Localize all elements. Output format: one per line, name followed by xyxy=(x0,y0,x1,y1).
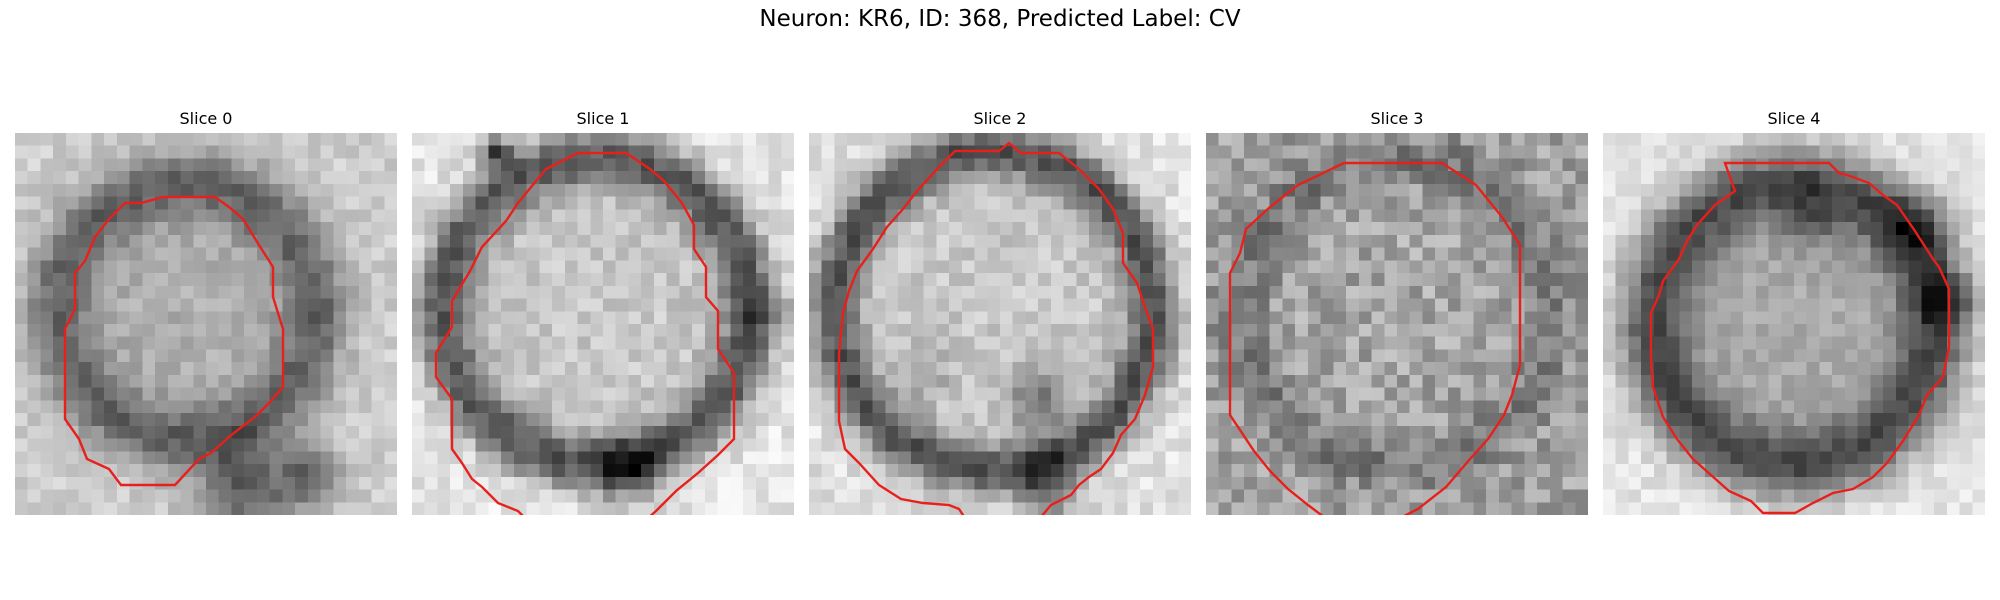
roi-outline xyxy=(1649,161,1951,515)
roi-contour-1 xyxy=(434,151,736,515)
figure-title: Neuron: KR6, ID: 368, Predicted Label: C… xyxy=(759,6,1241,32)
slice-panel-4: Slice 4 xyxy=(1603,108,1985,515)
roi-contour-2 xyxy=(837,141,1155,515)
slice-panel-1: Slice 1 xyxy=(412,108,794,515)
slice-panel-2: Slice 2 xyxy=(809,108,1191,515)
slice-panel-0: Slice 0 xyxy=(15,108,397,515)
slice-image-1 xyxy=(412,133,794,515)
roi-outline xyxy=(1228,161,1522,515)
roi-contour-0 xyxy=(63,195,285,487)
roi-outline xyxy=(434,151,736,515)
slice-title-1: Slice 1 xyxy=(576,109,630,128)
roi-contour-4 xyxy=(1649,161,1951,515)
roi-contour-3 xyxy=(1228,161,1522,515)
slice-image-3 xyxy=(1206,133,1588,515)
roi-outline xyxy=(63,195,285,487)
slice-title-3: Slice 3 xyxy=(1370,109,1424,128)
slice-title-4: Slice 4 xyxy=(1767,109,1821,128)
slice-panel-3: Slice 3 xyxy=(1206,108,1588,515)
roi-outline xyxy=(837,141,1155,515)
slice-image-4 xyxy=(1603,133,1985,515)
slice-image-2 xyxy=(809,133,1191,515)
slice-title-2: Slice 2 xyxy=(973,109,1027,128)
slice-title-0: Slice 0 xyxy=(179,109,233,128)
